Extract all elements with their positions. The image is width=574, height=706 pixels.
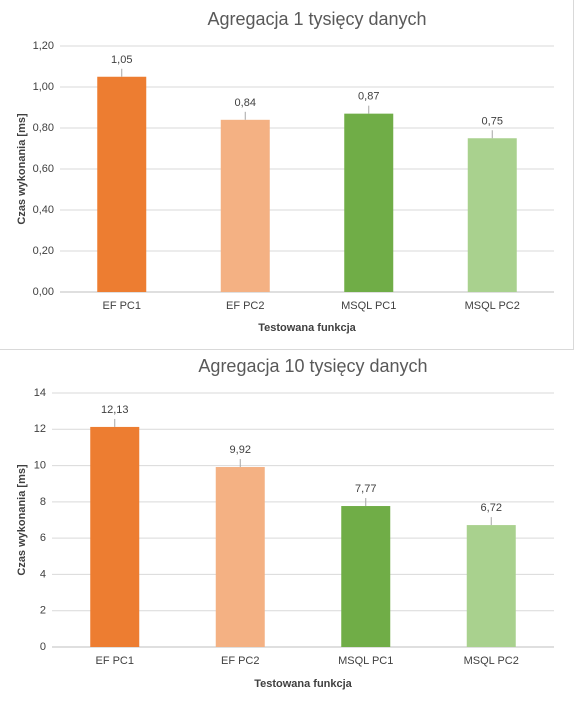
y-tick-label: 0,60	[33, 163, 54, 175]
y-tick-label: 2	[40, 605, 46, 617]
x-tick-label: MSQL PC2	[464, 655, 519, 667]
x-axis-title: Testowana funkcja	[254, 678, 352, 690]
data-label: 9,92	[230, 444, 251, 456]
bar	[90, 426, 140, 647]
bar	[97, 76, 147, 292]
y-tick-label: 1,20	[33, 40, 54, 52]
data-label: 0,75	[482, 115, 503, 127]
data-label: 7,77	[355, 483, 376, 495]
data-label: 0,87	[358, 91, 379, 103]
y-tick-label: 0,80	[33, 122, 54, 134]
data-label: 6,72	[481, 502, 502, 514]
y-tick-label: 1,00	[33, 81, 54, 93]
data-label: 1,05	[111, 54, 132, 66]
y-tick-label: 0,40	[33, 204, 54, 216]
data-label: 0,84	[235, 97, 256, 109]
x-axis-title: Testowana funkcja	[258, 322, 356, 334]
y-tick-label: 0,20	[33, 245, 54, 257]
y-tick-label: 0,00	[33, 286, 54, 298]
chart-1k-svg: Agregacja 1 tysięcy danych Czas wykonani…	[16, 9, 554, 334]
x-tick-label: MSQL PC1	[338, 655, 393, 667]
bar	[466, 525, 516, 647]
y-tick-label: 14	[34, 387, 46, 399]
plot-area: 0,00 0,20 0,40 0,60 0,80 1,00 1,20 1,05 EF PC1 0,…	[33, 40, 554, 312]
x-tick-label: MSQL PC1	[341, 300, 396, 312]
y-axis-title: Czas wykonania [ms]	[16, 464, 28, 576]
y-tick-label: 12	[34, 423, 46, 435]
x-tick-label: EF PC1	[102, 300, 141, 312]
bar	[220, 119, 270, 292]
bar	[215, 467, 265, 647]
bar	[341, 506, 391, 647]
bar	[344, 113, 394, 293]
y-tick-label: 8	[40, 496, 46, 508]
y-tick-label: 10	[34, 459, 46, 471]
y-tick-label: 4	[40, 568, 46, 580]
y-tick-label: 6	[40, 532, 46, 544]
chart-panel-1k: Agregacja 1 tysięcy danych Czas wykonani…	[0, 0, 574, 350]
x-tick-label: MSQL PC2	[465, 300, 520, 312]
chart-title: Agregacja 10 tysięcy danych	[198, 356, 427, 376]
plot-area: 0 2 4 6 8 10 12 14 12,13 EF PC1 9,92 EF PC2 7,77 MSQL…	[34, 387, 554, 667]
chart-title: Agregacja 1 tysięcy danych	[207, 9, 426, 29]
chart-panel-10k: Agregacja 10 tysięcy danych Czas wykonan…	[0, 351, 574, 706]
x-tick-label: EF PC1	[95, 655, 134, 667]
y-tick-label: 0	[40, 641, 46, 653]
x-tick-label: EF PC2	[221, 655, 260, 667]
chart-10k-svg: Agregacja 10 tysięcy danych Czas wykonan…	[16, 356, 554, 690]
bar	[467, 138, 517, 292]
data-label: 12,13	[101, 404, 129, 416]
y-axis-title: Czas wykonania [ms]	[16, 113, 28, 225]
x-tick-label: EF PC2	[226, 300, 265, 312]
